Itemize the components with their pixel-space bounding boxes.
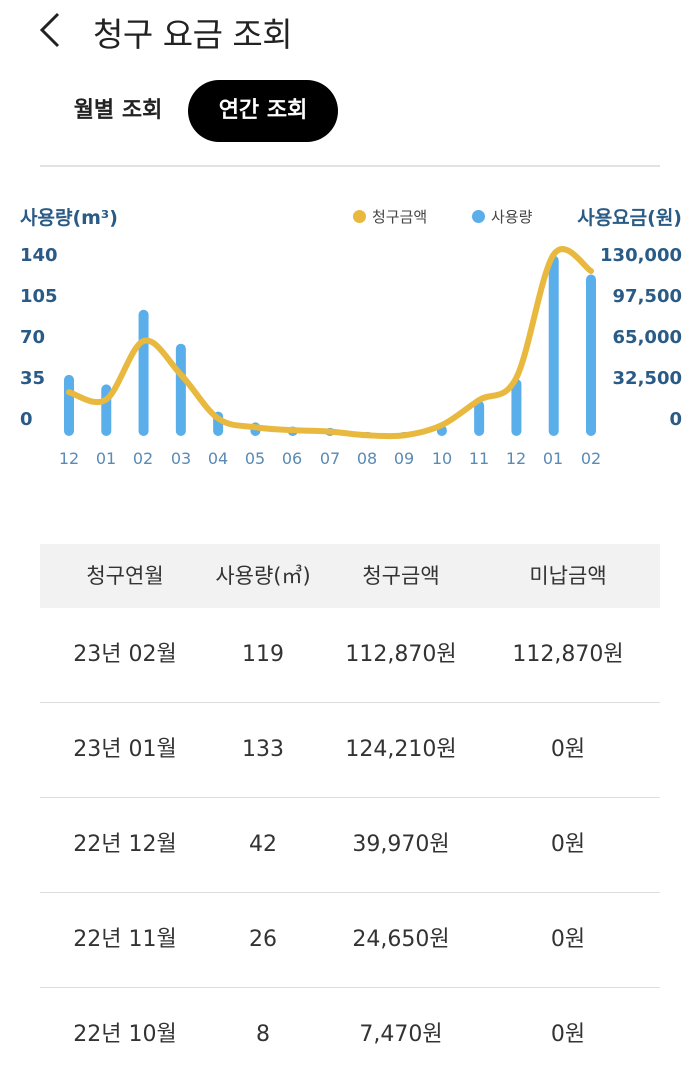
x-tick: 11 (468, 449, 490, 468)
usage-bar (511, 379, 522, 436)
cell-billed: 124,210원 (345, 737, 457, 762)
divider (40, 165, 660, 167)
x-tick: 12 (505, 449, 527, 468)
usage-chart: 사용량(m³) 사용요금(원) 청구금액 사용량 140 105 70 35 0… (0, 190, 700, 490)
cell-usage: 8 (256, 1022, 270, 1047)
cell-billed: 112,870원 (345, 642, 457, 667)
legend-bar-label: 사용량 (491, 208, 533, 226)
x-tick: 12 (58, 449, 80, 468)
left-tick: 105 (20, 286, 58, 307)
x-tick: 01 (542, 449, 564, 468)
usage-bar (586, 274, 596, 436)
table-row[interactable]: 23년 01월 133 124,210원 0원 (40, 703, 660, 798)
col-header-unpaid: 미납금액 (529, 564, 607, 588)
legend-bar-swatch (472, 210, 485, 223)
table-row[interactable]: 22년 11월 26 24,650원 0원 (40, 893, 660, 988)
tab-monthly[interactable]: 월별 조회 (73, 98, 163, 123)
cell-month: 23년 01월 (73, 737, 177, 762)
left-tick: 140 (20, 245, 58, 266)
x-tick: 03 (170, 449, 192, 468)
usage-bar (138, 309, 149, 436)
cell-usage: 26 (249, 927, 277, 952)
usage-bar (64, 374, 74, 436)
x-tick: 09 (393, 449, 415, 468)
col-header-billed: 청구금액 (362, 564, 440, 588)
cell-usage: 119 (242, 642, 284, 667)
cell-usage: 133 (242, 737, 284, 762)
header: 청구 요금 조회 (0, 0, 700, 64)
cell-month: 23년 02월 (73, 642, 177, 667)
x-tick: 01 (95, 449, 117, 468)
left-tick: 35 (20, 368, 46, 389)
right-tick: 65,000 (612, 327, 682, 348)
cell-billed: 24,650원 (352, 927, 450, 952)
right-tick: 97,500 (612, 286, 682, 307)
x-tick: 02 (580, 449, 602, 468)
right-tick: 32,500 (612, 368, 682, 389)
cell-month: 22년 11월 (73, 927, 177, 952)
col-header-usage: 사용량(㎥) (215, 564, 311, 588)
usage-bar (548, 255, 559, 436)
table-row[interactable]: 23년 02월 119 112,870원 112,870원 (40, 608, 660, 703)
table-row[interactable]: 22년 10월 8 7,470원 0원 (40, 988, 660, 1082)
legend-line-label: 청구금액 (372, 208, 428, 226)
cell-unpaid: 0원 (550, 737, 586, 762)
table-row[interactable]: 22년 12월 42 39,970원 0원 (40, 798, 660, 893)
x-tick: 10 (431, 449, 453, 468)
left-tick: 70 (20, 327, 46, 348)
usage-bar (474, 400, 485, 436)
right-axis-title: 사용요금(원) (577, 207, 682, 229)
cell-unpaid: 0원 (550, 832, 586, 857)
legend-line: 청구금액 (353, 206, 427, 227)
table-header: 청구연월 사용량(㎥) 청구금액 미납금액 (40, 544, 660, 608)
view-tabs: 월별 조회 연간 조회 (40, 80, 660, 142)
legend-line-swatch (353, 210, 366, 223)
x-tick: 02 (132, 449, 154, 468)
cell-unpaid: 112,870원 (512, 642, 624, 667)
legend-bar: 사용량 (472, 206, 532, 227)
cell-unpaid: 0원 (550, 927, 586, 952)
right-tick: 130,000 (600, 245, 682, 266)
x-tick: 08 (356, 449, 378, 468)
cell-billed: 7,470원 (359, 1022, 443, 1047)
x-tick: 04 (207, 449, 229, 468)
right-tick: 0 (669, 409, 682, 430)
cell-usage: 42 (249, 832, 277, 857)
billing-amount-line (66, 246, 594, 440)
left-axis-title: 사용량(m³) (20, 207, 118, 229)
billing-table: 청구연월 사용량(㎥) 청구금액 미납금액 23년 02월 119 112,87… (40, 544, 660, 1082)
cell-month: 22년 10월 (73, 1022, 177, 1047)
left-tick: 0 (20, 409, 33, 430)
page-title: 청구 요금 조회 (93, 15, 293, 54)
cell-unpaid: 0원 (550, 1022, 586, 1047)
x-tick: 05 (244, 449, 266, 468)
cell-month: 22년 12월 (73, 832, 177, 857)
cell-billed: 39,970원 (352, 832, 450, 857)
x-tick: 07 (319, 449, 341, 468)
usage-bar (175, 343, 186, 436)
tab-yearly[interactable]: 연간 조회 (188, 80, 338, 142)
chart-plot-area (64, 246, 596, 440)
x-tick: 06 (281, 449, 303, 468)
col-header-month: 청구연월 (86, 564, 164, 588)
chevron-left-icon[interactable] (30, 8, 74, 52)
